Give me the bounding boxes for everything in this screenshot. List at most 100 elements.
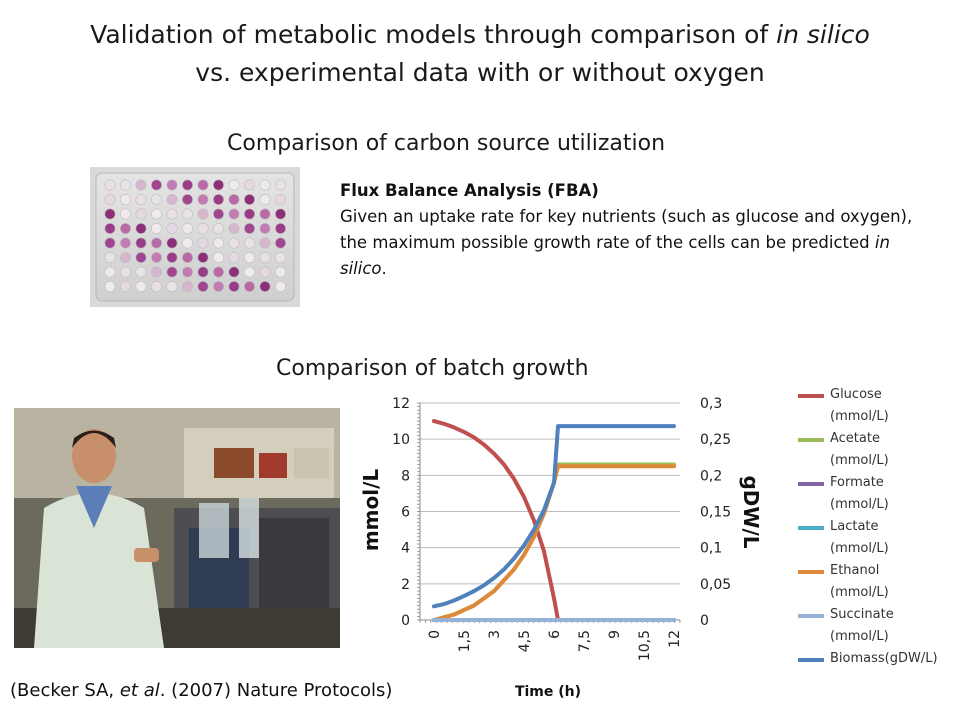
plate-well	[104, 193, 116, 205]
legend-label: Succinate (mmol/L)	[830, 607, 894, 644]
plate-well	[135, 252, 147, 264]
legend-label: Lactate (mmol/L)	[830, 519, 889, 556]
fba-body-end: .	[381, 259, 387, 278]
plate-well	[150, 179, 162, 191]
plate-well	[150, 193, 162, 205]
plate-well	[228, 193, 240, 205]
plate-well	[275, 179, 287, 191]
plate-well	[213, 222, 225, 234]
legend-item: Glucose (mmol/L)	[798, 384, 958, 428]
plate-well	[259, 281, 271, 293]
legend-item: Ethanol (mmol/L)	[798, 560, 958, 604]
plate-well	[166, 281, 178, 293]
plate-well	[275, 281, 287, 293]
plate-well	[135, 281, 147, 293]
legend-swatch	[798, 394, 824, 398]
legend-label: Formate (mmol/L)	[830, 475, 889, 512]
y-left-tick-label: 4	[401, 541, 410, 557]
y-axis-right-label: gDW/L	[739, 475, 763, 548]
plate-well	[244, 266, 256, 278]
plate-well	[244, 222, 256, 234]
plate-well	[182, 179, 194, 191]
x-tick-label: 12	[667, 630, 683, 648]
y-axis-left-label: mmol/L	[359, 469, 383, 552]
y-right-tick-label: 0,1	[700, 541, 722, 557]
title-line-1: Validation of metabolic models through c…	[0, 16, 960, 54]
plate-well	[197, 281, 209, 293]
y-right-tick-label: 0,25	[700, 432, 731, 448]
legend-swatch	[798, 658, 824, 662]
plate-well	[166, 222, 178, 234]
plate-well	[135, 179, 147, 191]
plate-well	[104, 179, 116, 191]
plate-well	[275, 252, 287, 264]
plate-well	[244, 281, 256, 293]
title-line-2: vs. experimental data with or without ox…	[195, 58, 765, 87]
legend-item: Succinate (mmol/L)	[798, 604, 958, 648]
plate-well	[166, 179, 178, 191]
plate-well	[228, 222, 240, 234]
plate-well	[119, 208, 131, 220]
plate-well	[166, 237, 178, 249]
title-line-1-italic: in silico	[776, 20, 870, 49]
plate-well	[119, 193, 131, 205]
plate-well	[259, 222, 271, 234]
plate-well	[244, 252, 256, 264]
plate-well	[244, 179, 256, 191]
plate-well	[228, 237, 240, 249]
series-line-biomass	[432, 424, 676, 609]
fba-body: Given an uptake rate for key nutrients (…	[340, 207, 913, 252]
plate-well	[228, 179, 240, 191]
plate-well	[259, 179, 271, 191]
plate-well	[275, 193, 287, 205]
plate-well	[259, 237, 271, 249]
series-line-glucose	[432, 419, 676, 622]
plate-well	[275, 237, 287, 249]
plate-well	[150, 266, 162, 278]
plate-well	[150, 237, 162, 249]
plate-well	[104, 266, 116, 278]
legend-label: Glucose (mmol/L)	[830, 387, 889, 424]
citation-text-end: . (2007) Nature Protocols)	[159, 680, 393, 701]
citation-text: (Becker SA,	[10, 680, 120, 701]
plate-well	[104, 281, 116, 293]
legend-item: Biomass(gDW/L)	[798, 648, 958, 692]
y-right-tick-label: 0,15	[700, 505, 731, 521]
legend-item: Acetate (mmol/L)	[798, 428, 958, 472]
title-line-1-text: Validation of metabolic models through c…	[90, 20, 777, 49]
plate-well	[166, 266, 178, 278]
y-left-tick-label: 0	[401, 613, 410, 629]
plate-well	[228, 208, 240, 220]
legend-label: Biomass(gDW/L)	[830, 651, 938, 666]
plate-well	[182, 222, 194, 234]
legend-swatch	[798, 438, 824, 442]
legend-swatch	[798, 570, 824, 574]
plate-well	[166, 252, 178, 264]
citation: (Becker SA, et al. (2007) Nature Protoco…	[10, 680, 392, 701]
y-left-tick-label: 2	[401, 577, 410, 593]
x-tick-label: 4,5	[517, 630, 533, 652]
plate-well	[213, 252, 225, 264]
x-tick-label: 3	[487, 630, 503, 639]
y-left-tick-label: 8	[401, 468, 410, 484]
plate-well	[119, 281, 131, 293]
plate-well	[182, 193, 194, 205]
plate-well	[182, 252, 194, 264]
plate-well	[213, 237, 225, 249]
plate-well	[213, 281, 225, 293]
plate-well	[150, 208, 162, 220]
legend-item: Lactate (mmol/L)	[798, 516, 958, 560]
plate-well	[135, 266, 147, 278]
microplate-image	[90, 167, 300, 307]
plate-well	[244, 193, 256, 205]
plate-well	[213, 266, 225, 278]
plate-well	[119, 252, 131, 264]
plate-well	[197, 252, 209, 264]
legend-label: Acetate (mmol/L)	[830, 431, 889, 468]
plate-well	[166, 208, 178, 220]
legend-label: Ethanol (mmol/L)	[830, 563, 889, 600]
chart-legend: Glucose (mmol/L) Acetate (mmol/L) Formate (mm…	[798, 384, 958, 692]
plate-well	[119, 237, 131, 249]
plate-well	[197, 179, 209, 191]
legend-item: Formate (mmol/L)	[798, 472, 958, 516]
